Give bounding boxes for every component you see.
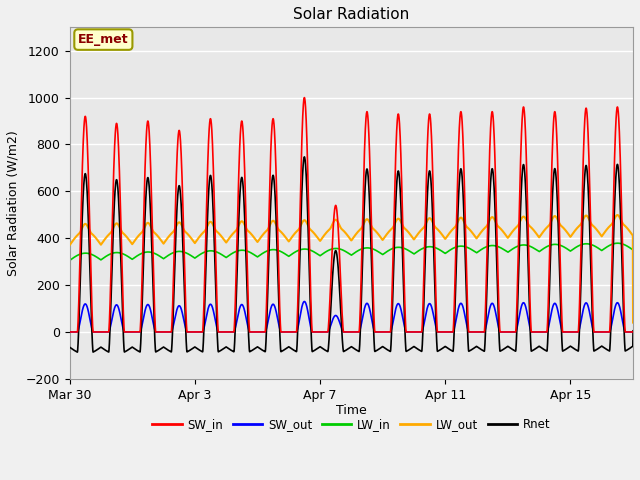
LW_in <box>120 252 128 257</box>
LW_in <box>369 246 377 252</box>
Line: SW_out: SW_out <box>70 301 633 332</box>
SW_out <box>66 329 74 335</box>
LW_out <box>614 212 621 218</box>
SW_in <box>629 329 637 335</box>
SW_out <box>629 329 637 335</box>
LW_in <box>154 252 162 258</box>
LW_out <box>120 231 128 237</box>
LW_out <box>369 226 377 232</box>
Rnet <box>66 344 74 350</box>
Rnet <box>154 348 162 353</box>
SW_in <box>369 297 377 302</box>
SW_in <box>120 327 128 333</box>
Rnet <box>557 303 564 309</box>
SW_out <box>301 299 308 304</box>
Rnet <box>370 327 378 333</box>
SW_out <box>369 325 377 331</box>
SW_in <box>270 121 278 127</box>
LW_out <box>556 222 564 228</box>
Line: LW_out: LW_out <box>70 215 633 323</box>
SW_out <box>191 329 198 335</box>
LW_in <box>66 258 74 264</box>
LW_out <box>629 320 637 325</box>
SW_out <box>154 329 162 335</box>
Rnet <box>629 328 637 334</box>
SW_out <box>120 329 128 335</box>
SW_out <box>557 321 564 327</box>
Line: LW_in: LW_in <box>70 243 633 322</box>
LW_in <box>191 255 198 261</box>
LW_in <box>614 240 621 246</box>
SW_in <box>154 329 162 335</box>
Title: Solar Radiation: Solar Radiation <box>293 7 410 22</box>
Line: SW_in: SW_in <box>70 97 633 332</box>
Rnet <box>120 349 128 355</box>
LW_out <box>191 240 198 245</box>
X-axis label: Time: Time <box>336 404 367 417</box>
LW_in <box>629 319 637 324</box>
LW_out <box>270 218 278 224</box>
Rnet <box>270 180 278 185</box>
SW_in <box>66 329 74 335</box>
SW_in <box>557 267 564 273</box>
Legend: SW_in, SW_out, LW_in, LW_out, Rnet: SW_in, SW_out, LW_in, LW_out, Rnet <box>147 414 556 436</box>
Rnet <box>301 154 308 160</box>
Rnet <box>191 344 198 350</box>
LW_out <box>66 242 74 248</box>
Text: EE_met: EE_met <box>78 33 129 46</box>
SW_in <box>301 95 308 100</box>
Line: Rnet: Rnet <box>70 157 633 352</box>
SW_out <box>270 302 278 308</box>
SW_in <box>191 329 198 335</box>
LW_in <box>270 247 278 252</box>
LW_out <box>154 234 162 240</box>
Rnet <box>74 349 81 355</box>
Y-axis label: Solar Radiation (W/m2): Solar Radiation (W/m2) <box>7 130 20 276</box>
LW_in <box>556 242 564 248</box>
